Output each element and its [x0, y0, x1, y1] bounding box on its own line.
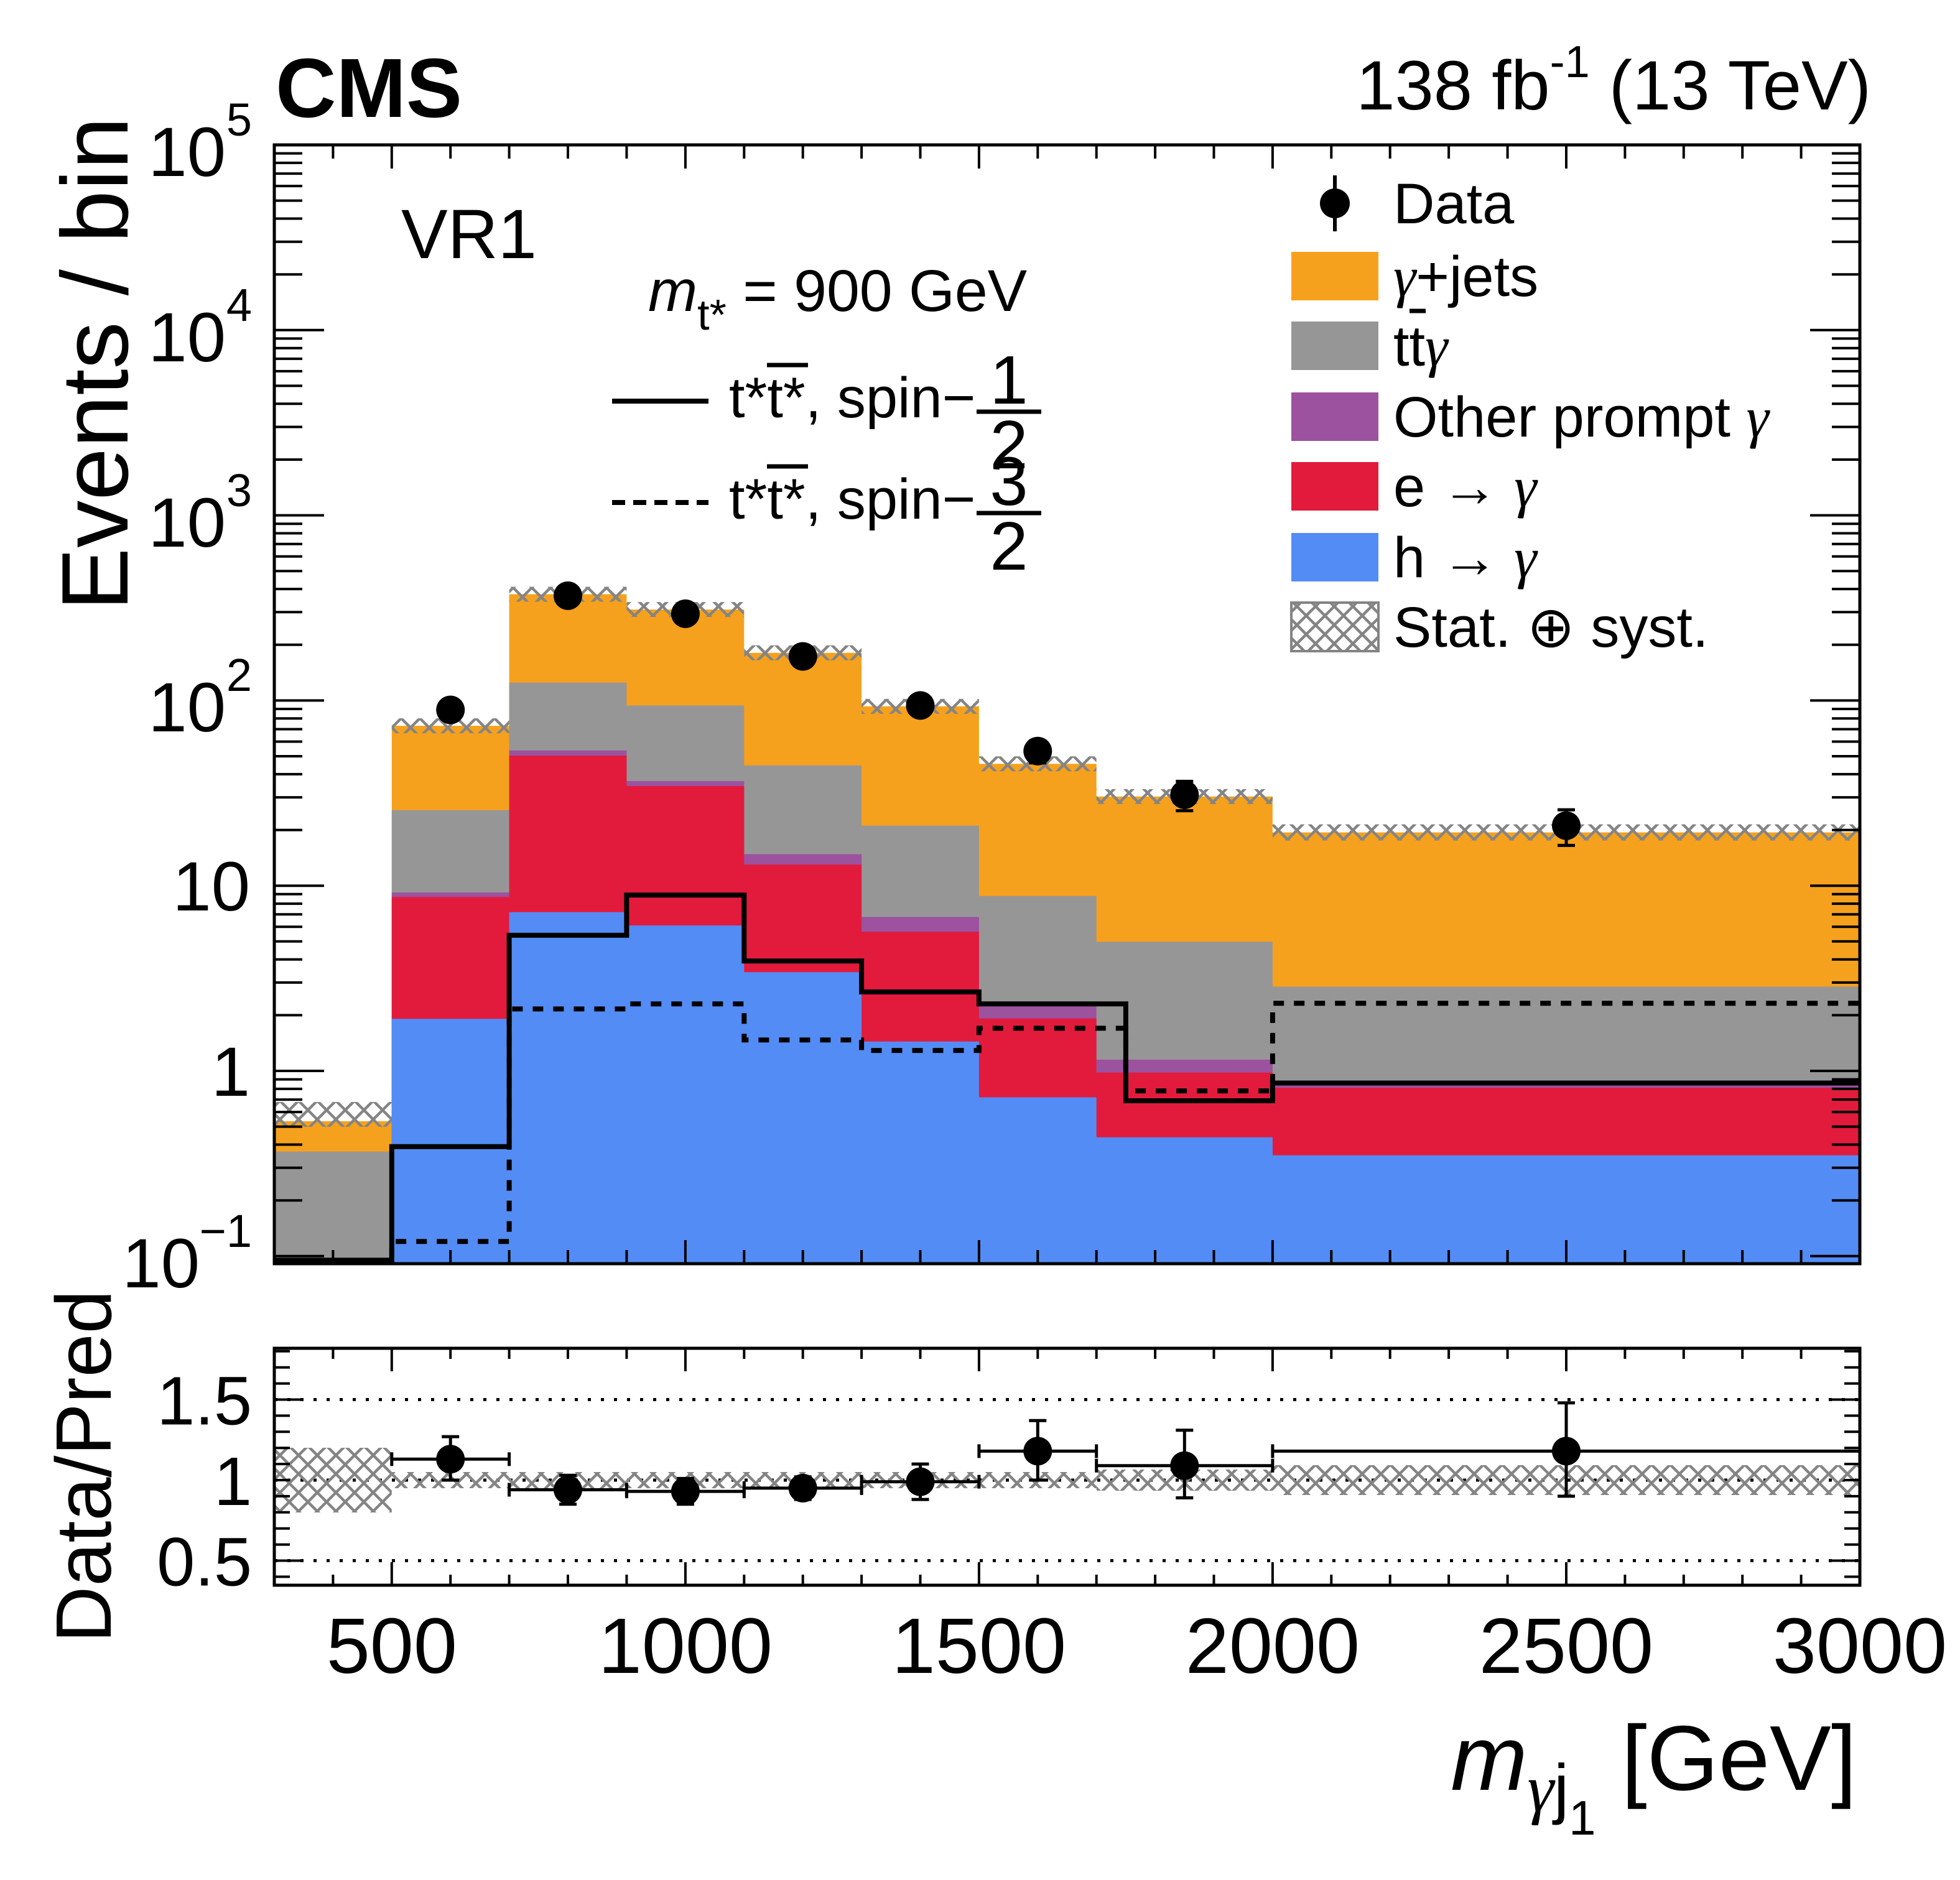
- svg-text:3000: 3000: [1773, 1602, 1947, 1690]
- svg-text:Data: Data: [1393, 172, 1515, 236]
- svg-text:h → γ: h → γ: [1393, 526, 1538, 590]
- svg-text:10: 10: [148, 669, 226, 746]
- svg-text:Other prompt γ: Other prompt γ: [1393, 386, 1771, 449]
- svg-text:2500: 2500: [1479, 1602, 1653, 1690]
- svg-text:500: 500: [327, 1602, 457, 1690]
- svg-text:Events / bin: Events / bin: [42, 117, 148, 611]
- svg-text:5: 5: [226, 94, 252, 146]
- svg-text:2: 2: [226, 649, 252, 701]
- svg-text:2: 2: [990, 407, 1028, 483]
- svg-text:138 fb-1 (13 TeV): 138 fb-1 (13 TeV): [1356, 37, 1871, 124]
- svg-text:10: 10: [148, 113, 226, 191]
- svg-text:3: 3: [990, 443, 1028, 520]
- svg-text:Data/Pred: Data/Pred: [40, 1290, 128, 1642]
- svg-text:10: 10: [122, 1225, 200, 1302]
- svg-text:mt* = 900 GeV: mt* = 900 GeV: [648, 258, 1027, 339]
- svg-text:0.5: 0.5: [157, 1524, 252, 1601]
- svg-text:1: 1: [214, 1443, 252, 1520]
- svg-text:VR1: VR1: [401, 195, 537, 273]
- svg-text:γ+jets: γ+jets: [1393, 245, 1538, 308]
- svg-text:e → γ: e → γ: [1393, 455, 1538, 519]
- svg-text:1000: 1000: [598, 1602, 773, 1690]
- svg-text:4: 4: [226, 279, 252, 331]
- svg-text:−1: −1: [200, 1205, 252, 1257]
- svg-text:10: 10: [148, 299, 226, 376]
- svg-text:1500: 1500: [892, 1602, 1066, 1690]
- svg-text:3: 3: [226, 465, 252, 516]
- svg-text:mγj1 [GeV]: mγj1 [GeV]: [1451, 1707, 1857, 1845]
- svg-text:1: 1: [211, 1033, 250, 1111]
- svg-text:10: 10: [172, 848, 250, 925]
- svg-text:Stat. ⊕ syst.: Stat. ⊕ syst.: [1393, 596, 1709, 659]
- svg-text:t*t*, spin−: t*t*, spin−: [729, 468, 975, 531]
- svg-text:2: 2: [990, 508, 1028, 585]
- svg-text:2000: 2000: [1186, 1602, 1360, 1690]
- svg-text:t*t*, spin−: t*t*, spin−: [729, 366, 975, 430]
- svg-text:10: 10: [148, 484, 226, 562]
- svg-text:1.5: 1.5: [157, 1363, 252, 1440]
- svg-text:ttγ: ttγ: [1393, 315, 1449, 378]
- svg-text:1: 1: [990, 342, 1028, 419]
- svg-text:CMS: CMS: [276, 41, 462, 135]
